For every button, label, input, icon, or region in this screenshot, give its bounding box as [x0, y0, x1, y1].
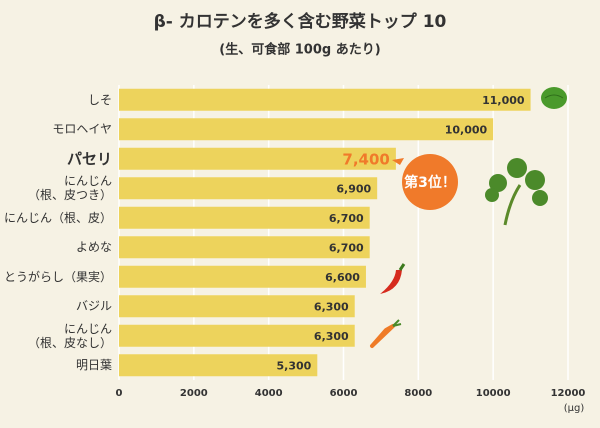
parsley-icon [485, 158, 548, 226]
x-tick-label: 8000 [404, 388, 432, 399]
annotation: 第3位！ [404, 174, 456, 191]
value-label: 10,000 [445, 123, 488, 136]
bar [119, 354, 318, 377]
bar [119, 147, 396, 170]
x-tick-label: 2000 [180, 388, 208, 399]
y-tick-label: バジル [75, 299, 112, 314]
y-tick-label: よめな [75, 240, 112, 255]
x-tick-label: 12000 [551, 388, 586, 399]
y-tick-label: にんじん （根、皮なし） [27, 321, 112, 350]
value-label: 6,300 [314, 300, 349, 313]
value-label: 6,300 [314, 330, 349, 343]
y-tick-label: モロヘイヤ [52, 122, 112, 137]
x-tick-label: 0 [116, 388, 123, 399]
x-tick-label: 4000 [255, 388, 283, 399]
shiso-icon [541, 87, 567, 109]
bar [119, 236, 370, 259]
pepper-icon [380, 263, 406, 294]
y-tick-label: にんじん （根、皮つき） [27, 174, 112, 203]
y-tick-label: しそ [87, 92, 112, 107]
rank-badge: 第3位！ [392, 154, 458, 210]
value-label: 6,900 [336, 182, 371, 195]
value-label: 6,700 [329, 212, 364, 225]
value-label: 11,000 [482, 94, 525, 107]
bar [119, 324, 355, 347]
value-label: 7,400 [342, 150, 389, 168]
bar [119, 265, 366, 288]
y-tick-label: パセリ [66, 149, 112, 168]
x-axis-label: (μg) [564, 403, 585, 414]
y-tick-label: にんじん（根、皮） [3, 210, 112, 225]
value-label: 5,300 [277, 359, 312, 372]
bar [119, 88, 531, 111]
x-tick-label: 10000 [476, 388, 511, 399]
bar [119, 177, 378, 200]
y-tick-label: とうがらし（果実） [3, 269, 112, 284]
bar [119, 118, 494, 141]
value-label: 6,600 [325, 271, 360, 284]
chart-title: β- カロテンを多く含む野菜トップ 10 [154, 11, 447, 32]
bar [119, 206, 370, 229]
x-tick-label: 6000 [330, 388, 358, 399]
carrot-icon [370, 319, 402, 348]
bar [119, 295, 355, 318]
y-tick-label: 明日葉 [75, 358, 112, 373]
value-label: 6,700 [329, 241, 364, 254]
chart-subtitle: (生、可食部 100g あたり) [219, 42, 380, 58]
